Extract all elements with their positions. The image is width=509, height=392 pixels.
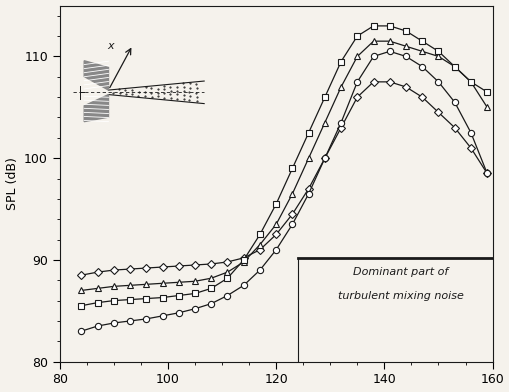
Y-axis label: SPL (dB): SPL (dB)	[6, 157, 18, 210]
Text: Dominant part of: Dominant part of	[352, 267, 447, 277]
Text: turbulent mixing noise: turbulent mixing noise	[337, 290, 463, 301]
